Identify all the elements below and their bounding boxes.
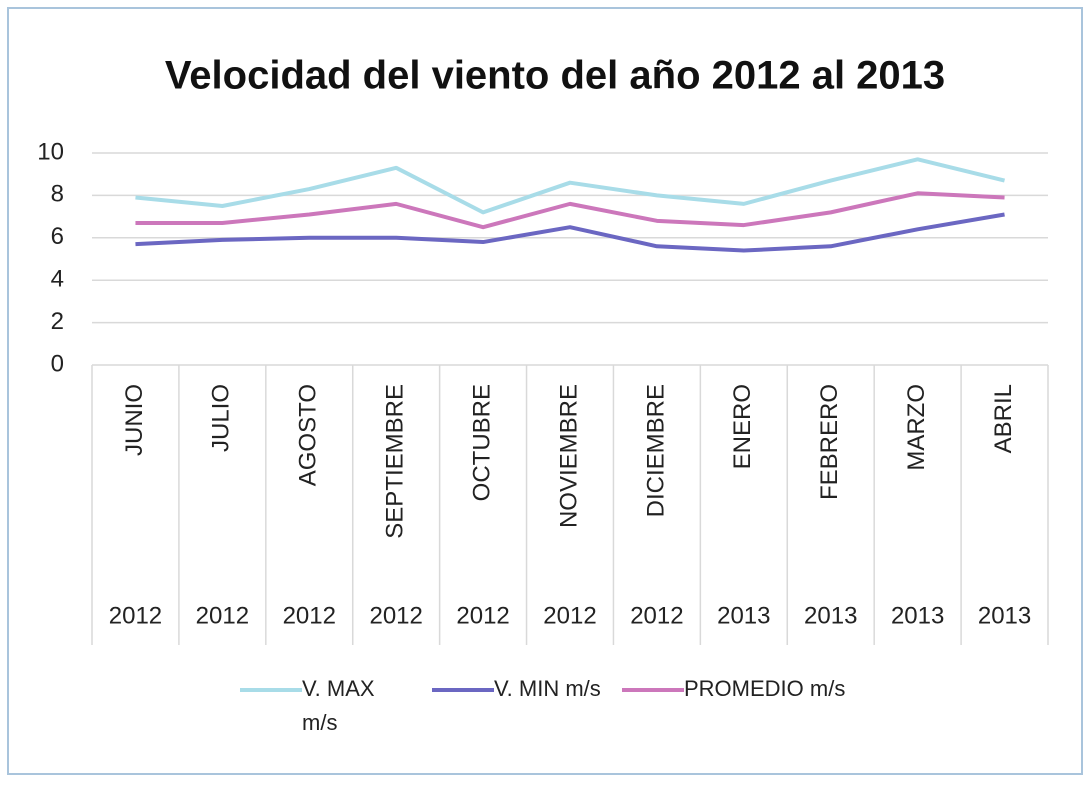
series-line — [135, 212, 1005, 253]
legend-item: PROMEDIO m/s — [622, 672, 944, 706]
x-group-label: 2012 — [456, 602, 509, 629]
series-line — [135, 191, 1005, 230]
x-tick-label: DICIEMBRE — [642, 384, 669, 517]
legend-item: V. MIN m/s — [432, 672, 604, 706]
x-tick-label: JUNIO — [121, 384, 148, 456]
y-tick-label: 8 — [51, 181, 64, 208]
x-group-label: 2012 — [369, 602, 422, 629]
y-tick-label: 4 — [51, 266, 64, 293]
x-group-label: 2013 — [717, 602, 770, 629]
x-group-label: 2013 — [978, 602, 1031, 629]
chart-border — [7, 7, 1083, 775]
legend-label: V. MAX m/s — [302, 676, 375, 735]
x-tick-label: JULIO — [208, 384, 235, 452]
chart-title: Velocidad del viento del año 2012 al 201… — [165, 54, 945, 98]
y-tick-label: 0 — [51, 350, 64, 377]
x-tick-label: OCTUBRE — [468, 384, 495, 501]
x-tick-label: SEPTIEMBRE — [382, 384, 409, 539]
x-tick-label: NOVIEMBRE — [555, 384, 582, 528]
legend: V. MAX m/s V. MIN m/s PROMEDIO m/s — [0, 672, 1090, 752]
legend-swatch — [432, 688, 494, 692]
legend-swatch — [622, 688, 684, 692]
x-group-label: 2013 — [804, 602, 857, 629]
x-tick-label: ABRIL — [990, 384, 1017, 453]
x-group-label: 2012 — [630, 602, 683, 629]
series-line — [135, 157, 1006, 215]
y-tick-label: 6 — [51, 223, 64, 250]
legend-label: PROMEDIO m/s — [684, 676, 846, 701]
legend-swatch — [240, 688, 302, 692]
x-tick-label: AGOSTO — [295, 384, 322, 486]
x-group-label: 2012 — [196, 602, 249, 629]
x-group-label: 2012 — [283, 602, 336, 629]
x-group-label: 2012 — [109, 602, 162, 629]
x-tick-label: ENERO — [729, 384, 756, 469]
y-tick-label: 2 — [51, 308, 64, 335]
x-tick-label: FEBRERO — [816, 384, 843, 500]
legend-item: V. MAX m/s — [240, 672, 412, 740]
x-tick-label: MARZO — [903, 384, 930, 471]
legend-label: V. MIN m/s — [494, 676, 601, 701]
y-tick-label: 10 — [37, 138, 64, 165]
x-group-label: 2013 — [891, 602, 944, 629]
x-group-label: 2012 — [543, 602, 596, 629]
